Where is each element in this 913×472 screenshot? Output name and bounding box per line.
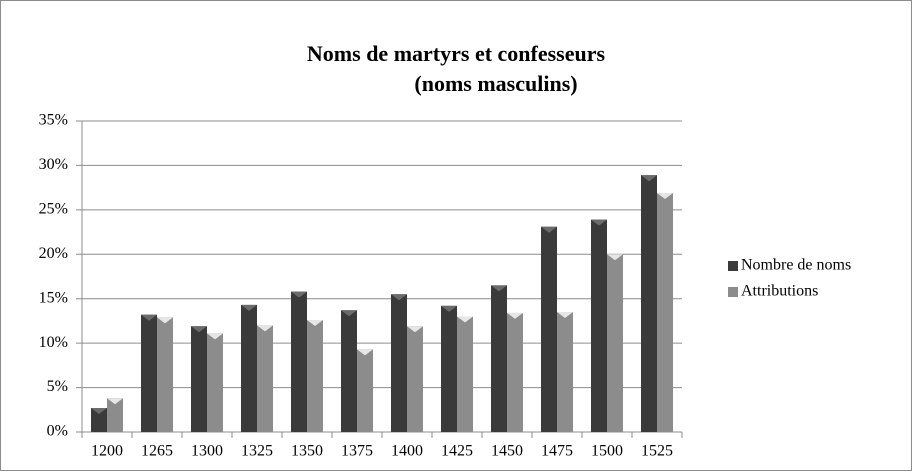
bar-cap bbox=[191, 326, 207, 333]
x-tick-label: 1450 bbox=[491, 443, 523, 460]
bar-cap bbox=[657, 192, 673, 199]
y-tick-label: 20% bbox=[39, 245, 68, 262]
bar bbox=[541, 226, 557, 432]
bar-cap bbox=[141, 314, 157, 321]
bar-cap bbox=[257, 325, 273, 332]
y-tick-label: 0% bbox=[47, 423, 68, 440]
bar bbox=[641, 175, 657, 432]
x-tick-label: 1325 bbox=[241, 443, 273, 460]
bar bbox=[107, 398, 123, 432]
x-tick-label: 1400 bbox=[391, 443, 423, 460]
legend-label: Nombre de noms bbox=[741, 257, 851, 274]
y-tick-label: 35% bbox=[39, 112, 68, 129]
chart-title: Noms de martyrs et confesseurs bbox=[307, 41, 606, 66]
bar-cap bbox=[241, 304, 257, 311]
bar-cap bbox=[341, 310, 357, 317]
bar-cap bbox=[391, 294, 407, 301]
bar bbox=[91, 408, 107, 432]
x-tick-label: 1300 bbox=[191, 443, 223, 460]
bar bbox=[407, 326, 423, 432]
bar-cap bbox=[491, 285, 507, 292]
bar bbox=[557, 312, 573, 432]
bar-cap bbox=[357, 349, 373, 356]
x-tick-label: 1200 bbox=[91, 443, 123, 460]
bar bbox=[257, 325, 273, 432]
bar bbox=[341, 310, 357, 432]
bar bbox=[491, 285, 507, 432]
legend-swatch bbox=[728, 261, 738, 271]
bar-cap bbox=[541, 226, 557, 233]
bar bbox=[607, 254, 623, 432]
bar bbox=[241, 304, 257, 432]
bar bbox=[357, 349, 373, 432]
bar-cap bbox=[557, 312, 573, 319]
bar bbox=[457, 316, 473, 432]
legend-label: Attributions bbox=[741, 283, 818, 300]
y-tick-label: 5% bbox=[47, 378, 68, 395]
x-tick-label: 1265 bbox=[141, 443, 173, 460]
y-tick-label: 10% bbox=[39, 334, 68, 351]
bar-cap bbox=[291, 291, 307, 298]
bar bbox=[291, 291, 307, 432]
chart-subtitle: (noms masculins) bbox=[414, 71, 577, 96]
bar bbox=[191, 326, 207, 432]
x-tick-label: 1525 bbox=[641, 443, 673, 460]
x-tick-label: 1375 bbox=[341, 443, 373, 460]
bar bbox=[391, 294, 407, 432]
bar-cap bbox=[641, 175, 657, 182]
bar bbox=[507, 312, 523, 432]
bar bbox=[441, 305, 457, 432]
x-tick-label: 1350 bbox=[291, 443, 323, 460]
bar-cap bbox=[407, 326, 423, 333]
bar-cap bbox=[457, 316, 473, 323]
y-tick-label: 25% bbox=[39, 201, 68, 218]
bar bbox=[307, 320, 323, 432]
x-tick-label: 1500 bbox=[591, 443, 623, 460]
bar bbox=[141, 314, 157, 432]
bar bbox=[157, 317, 173, 432]
y-tick-label: 15% bbox=[39, 289, 68, 306]
y-tick-label: 30% bbox=[39, 156, 68, 173]
bar bbox=[207, 333, 223, 432]
x-tick-label: 1475 bbox=[541, 443, 573, 460]
bar-cap bbox=[207, 333, 223, 340]
bar-cap bbox=[591, 219, 607, 226]
legend-swatch bbox=[728, 287, 738, 297]
bar-cap bbox=[157, 317, 173, 324]
bar-cap bbox=[107, 398, 123, 405]
bar-cap bbox=[307, 320, 323, 327]
bar bbox=[657, 192, 673, 432]
bar-cap bbox=[607, 254, 623, 261]
x-tick-label: 1425 bbox=[441, 443, 473, 460]
bar bbox=[591, 219, 607, 432]
bar-cap bbox=[507, 312, 523, 319]
bar-cap bbox=[91, 408, 107, 415]
bar-cap bbox=[441, 305, 457, 312]
